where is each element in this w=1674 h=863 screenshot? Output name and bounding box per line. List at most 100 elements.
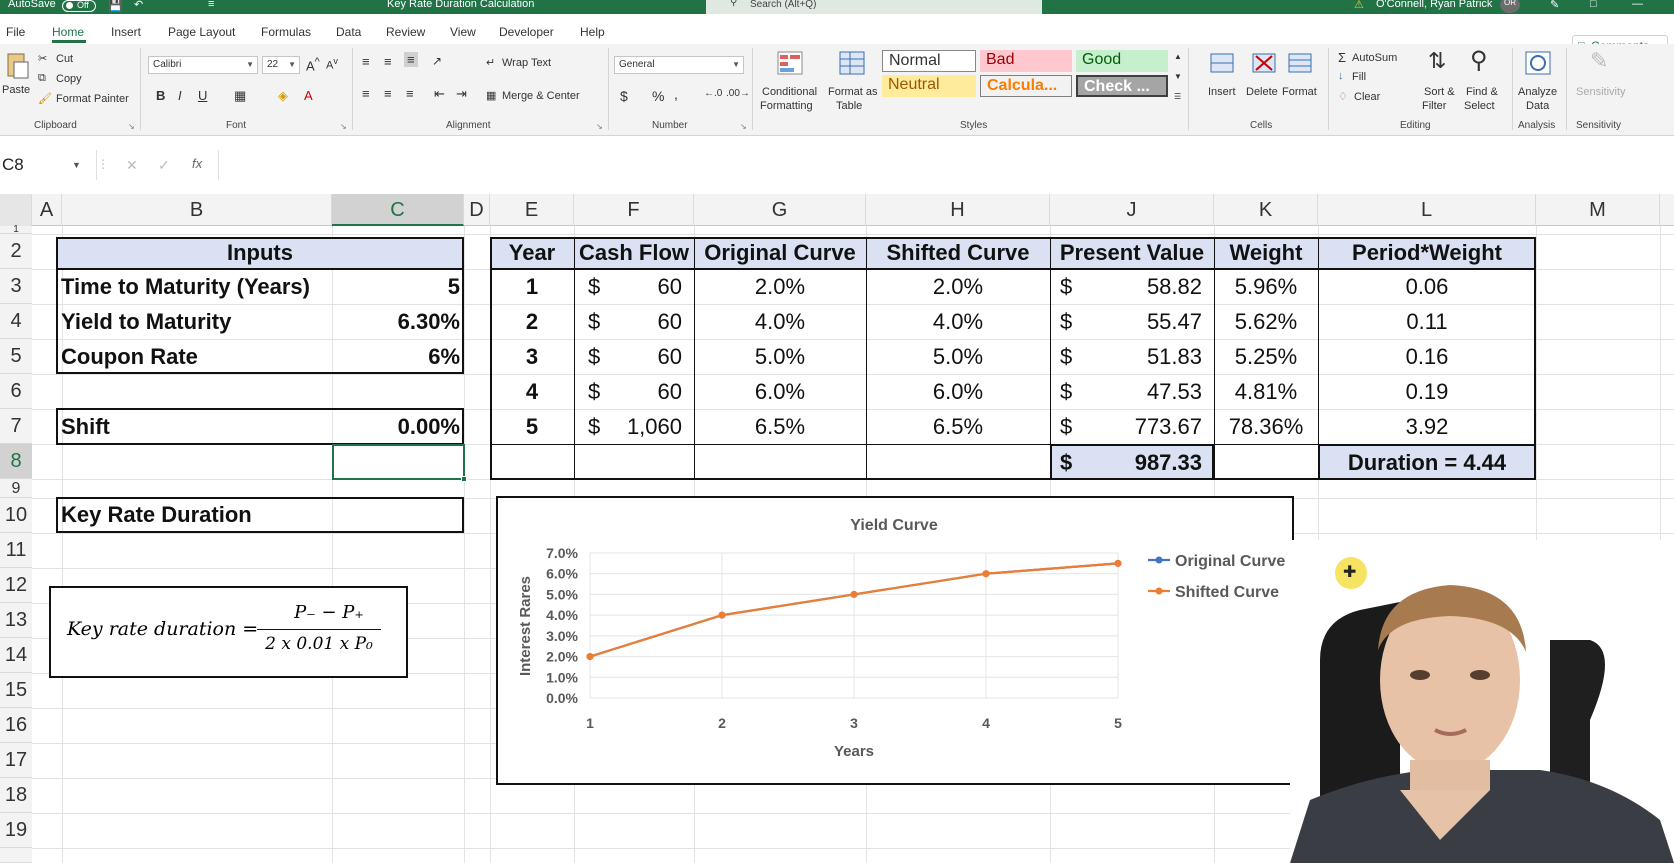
row-header-19[interactable]: 19 bbox=[0, 813, 32, 848]
select-all-corner[interactable] bbox=[0, 194, 32, 226]
present-value-cell[interactable]: 47.53 bbox=[1146, 379, 1202, 404]
name-box[interactable]: C8 ▼ bbox=[0, 148, 88, 182]
format-button[interactable]: Format bbox=[1282, 86, 1317, 98]
tab-view[interactable]: View bbox=[450, 25, 476, 39]
style-neutral[interactable]: Neutral bbox=[882, 75, 976, 97]
autosum-button[interactable]: AutoSum bbox=[1352, 52, 1398, 64]
cut-button[interactable]: Cut bbox=[56, 53, 74, 65]
shifted-curve-cell[interactable]: 2.0% bbox=[932, 274, 984, 299]
present-value-cell[interactable]: 773.67 bbox=[1134, 414, 1202, 439]
find-select-button-line2[interactable]: Select bbox=[1464, 100, 1495, 112]
avatar[interactable]: OR bbox=[1500, 0, 1520, 13]
clear-icon[interactable]: ♢ bbox=[1338, 91, 1348, 103]
comma-button[interactable]: , bbox=[674, 86, 678, 102]
insert-function-icon[interactable]: fx bbox=[192, 156, 203, 171]
underline-button[interactable]: U bbox=[198, 88, 208, 103]
font-color-icon[interactable]: A bbox=[304, 88, 313, 103]
present-value-cell[interactable]: 51.83 bbox=[1146, 344, 1202, 369]
user-name[interactable]: O'Connell, Ryan Patrick bbox=[1376, 0, 1493, 10]
row-header-9[interactable]: 9 bbox=[0, 479, 32, 498]
weight-cell[interactable]: 5.96% bbox=[1234, 274, 1298, 299]
align-middle-icon[interactable]: ≡ bbox=[384, 54, 392, 69]
sensitivity-button[interactable]: Sensitivity bbox=[1576, 86, 1626, 98]
wrap-text-button[interactable]: Wrap Text bbox=[502, 57, 552, 69]
cash-flow-cell[interactable]: 60 bbox=[657, 379, 682, 404]
percent-button[interactable]: % bbox=[652, 88, 665, 104]
row-header-17[interactable]: 17 bbox=[0, 743, 32, 778]
align-right-icon[interactable]: ≡ bbox=[406, 86, 414, 101]
format-as-table-icon[interactable] bbox=[838, 50, 866, 76]
tab-home[interactable]: Home bbox=[52, 25, 85, 39]
row-header-2[interactable]: 2 bbox=[0, 234, 32, 269]
yield-curve-chart[interactable]: Yield Curve 0.0% 1.0% 2.0% 3.0% 4.0% 5.0% 6.0% 7… bbox=[496, 496, 1294, 785]
tab-help[interactable]: Help bbox=[580, 25, 605, 39]
original-curve-cell[interactable]: 6.0% bbox=[754, 379, 806, 404]
enter-icon[interactable]: ✓ bbox=[158, 157, 170, 173]
row-header-18[interactable]: 18 bbox=[0, 778, 32, 813]
row-header-3[interactable]: 3 bbox=[0, 269, 32, 304]
paste-icon[interactable] bbox=[4, 50, 32, 79]
column-header-m[interactable]: M bbox=[1536, 194, 1660, 226]
tab-page-layout[interactable]: Page Layout bbox=[168, 25, 236, 39]
delete-button[interactable]: Delete bbox=[1246, 86, 1278, 98]
column-header-a[interactable]: A bbox=[32, 194, 62, 226]
period-weight-cell[interactable]: 0.16 bbox=[1405, 344, 1449, 369]
increase-indent-icon[interactable]: ⇥ bbox=[456, 86, 467, 101]
clear-button[interactable]: Clear bbox=[1354, 91, 1381, 103]
align-top-icon[interactable]: ≡ bbox=[362, 54, 370, 69]
cash-flow-cell[interactable]: 60 bbox=[657, 309, 682, 334]
header-weight[interactable]: Weight bbox=[1229, 240, 1303, 265]
insert-button[interactable]: Insert bbox=[1208, 86, 1236, 98]
number-format-select[interactable]: General ▼ bbox=[614, 56, 744, 74]
style-check-cell[interactable]: Check ... bbox=[1076, 75, 1168, 97]
document-title[interactable]: Key Rate Duration Calculation bbox=[387, 0, 535, 10]
tab-review[interactable]: Review bbox=[386, 25, 426, 39]
copy-button[interactable]: Copy bbox=[56, 73, 82, 85]
column-header-g[interactable]: G bbox=[694, 194, 866, 226]
cash-flow-cell[interactable]: 60 bbox=[657, 344, 682, 369]
style-calculation[interactable]: Calcula... bbox=[980, 75, 1072, 97]
tab-formulas[interactable]: Formulas bbox=[261, 25, 312, 39]
formula-box[interactable]: Key rate duration = P₋ − P₊ 2 x 0.01 x P… bbox=[49, 586, 408, 678]
column-header-j[interactable]: J bbox=[1050, 194, 1214, 226]
fill-icon[interactable]: ↓ bbox=[1338, 70, 1344, 82]
style-normal[interactable]: Normal bbox=[882, 50, 976, 72]
column-header-k[interactable]: K bbox=[1214, 194, 1318, 226]
row-header-5[interactable]: 5 bbox=[0, 339, 32, 374]
increase-decimal-icon[interactable]: ←.0 bbox=[704, 88, 723, 99]
period-weight-cell[interactable]: 0.19 bbox=[1405, 379, 1449, 404]
tab-data[interactable]: Data bbox=[336, 25, 362, 39]
search-box[interactable]: ⚲ Search (Alt+Q) bbox=[706, 0, 1042, 14]
paste-button[interactable]: Paste bbox=[2, 84, 31, 96]
format-cells-icon[interactable] bbox=[1286, 50, 1314, 76]
column-header-l[interactable]: L bbox=[1318, 194, 1536, 226]
insert-cells-icon[interactable] bbox=[1208, 50, 1236, 76]
row-header-7[interactable]: 7 bbox=[0, 409, 32, 444]
decrease-indent-icon[interactable]: ⇤ bbox=[434, 86, 445, 101]
column-header-d[interactable]: D bbox=[464, 194, 490, 226]
original-curve-cell[interactable]: 2.0% bbox=[754, 274, 806, 299]
present-value-cell[interactable]: 55.47 bbox=[1146, 309, 1202, 334]
weight-cell[interactable]: 5.25% bbox=[1234, 344, 1298, 369]
year-cell[interactable]: 4 bbox=[525, 379, 539, 404]
align-bottom-icon[interactable]: ≡ bbox=[404, 52, 418, 67]
fill-color-icon[interactable]: ◈ bbox=[278, 88, 288, 103]
currency-button[interactable]: $ bbox=[620, 88, 628, 104]
original-curve-cell[interactable]: 4.0% bbox=[754, 309, 806, 334]
pen-icon[interactable]: ✎ bbox=[1550, 0, 1560, 11]
column-header-f[interactable]: F bbox=[574, 194, 694, 226]
weight-cell[interactable]: 4.81% bbox=[1234, 379, 1298, 404]
style-bad[interactable]: Bad bbox=[980, 50, 1072, 72]
format-painter-icon[interactable]: 🖌 bbox=[38, 93, 52, 105]
wrap-text-icon[interactable]: ↵ bbox=[486, 57, 496, 69]
decrease-font-icon[interactable]: Av bbox=[326, 56, 338, 72]
styles-scroll-up-icon[interactable]: ▲ bbox=[1174, 52, 1182, 61]
row-header-8[interactable]: 8 bbox=[0, 444, 32, 479]
ytm-value[interactable]: 6.30% bbox=[397, 309, 460, 334]
year-cell[interactable]: 2 bbox=[525, 309, 539, 334]
header-shifted-curve[interactable]: Shifted Curve bbox=[886, 240, 1030, 265]
row-header-12[interactable]: 12 bbox=[0, 568, 32, 603]
minimize-icon[interactable]: — bbox=[1632, 0, 1643, 10]
row-header-6[interactable]: 6 bbox=[0, 374, 32, 409]
sensitivity-icon[interactable]: ✎ bbox=[1590, 48, 1609, 73]
